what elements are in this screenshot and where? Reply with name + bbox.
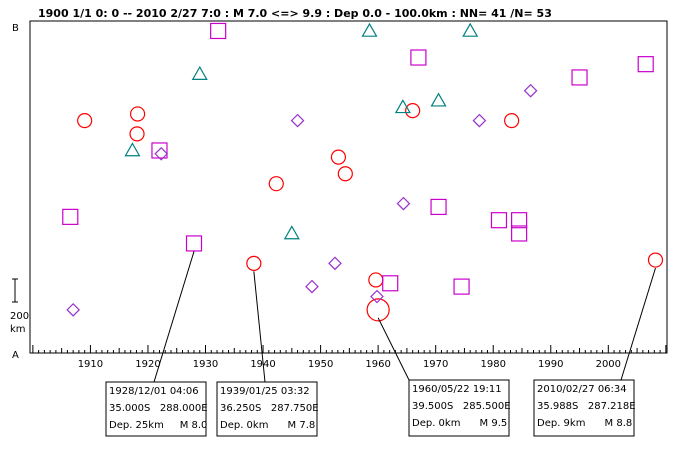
plot-frame bbox=[29, 20, 668, 354]
callout-line: Dep. 9km M 8.8 bbox=[537, 418, 632, 429]
point-square bbox=[571, 69, 588, 86]
y-end-label-bottom: A bbox=[12, 350, 19, 361]
x-tick-label: 1990 bbox=[538, 359, 563, 370]
point-square bbox=[430, 198, 447, 216]
point-triangle bbox=[191, 65, 208, 80]
callout-line: 36.250S 287.750E bbox=[220, 403, 319, 414]
point-triangle bbox=[124, 142, 141, 157]
callout-leader bbox=[253, 271, 266, 383]
callout-line: Dep. 0km M 7.8 bbox=[220, 420, 315, 431]
y-end-label-top: B bbox=[12, 23, 19, 34]
point-circle bbox=[77, 112, 93, 129]
callout-line: 2010/02/27 06:34 bbox=[537, 384, 627, 395]
x-tick-label: 1920 bbox=[135, 359, 160, 370]
point-triangle bbox=[394, 99, 411, 114]
point-square bbox=[62, 208, 79, 225]
x-tick-label: 1970 bbox=[423, 359, 448, 370]
callout-line: Dep. 25km M 8.0 bbox=[109, 420, 207, 431]
point-square bbox=[511, 212, 528, 229]
callout-box bbox=[408, 379, 510, 437]
scale-bar: 200 km bbox=[10, 278, 29, 335]
point-square bbox=[453, 278, 470, 295]
data-marks bbox=[62, 22, 664, 322]
callout-line: 39.500S 285.500E bbox=[412, 401, 511, 412]
callout-line: Dep. 0km M 9.5 bbox=[412, 418, 507, 429]
point-circle bbox=[368, 272, 384, 288]
point-square bbox=[410, 49, 427, 66]
x-tick-label: 1910 bbox=[78, 359, 103, 370]
point-square bbox=[185, 235, 203, 252]
scale-bar-value: 200 bbox=[10, 311, 29, 322]
x-tick-label: 1930 bbox=[193, 359, 218, 370]
point-diamond bbox=[290, 113, 305, 128]
callout-box bbox=[533, 379, 635, 437]
point-diamond bbox=[328, 256, 342, 271]
callout-line: 1928/12/01 04:06 bbox=[109, 386, 199, 397]
chart-title: 1900 1/1 0: 0 -- 2010 2/27 7:0 : M 7.0 <… bbox=[38, 7, 552, 20]
callout-leader bbox=[377, 317, 410, 381]
point-square bbox=[490, 212, 508, 229]
point-circle bbox=[268, 176, 284, 192]
point-square bbox=[637, 56, 654, 73]
callout-leader bbox=[620, 267, 656, 381]
point-circle bbox=[129, 126, 145, 142]
x-tick-label: 1950 bbox=[308, 359, 333, 370]
callouts: 1928/12/01 04:06 35.000S 288.000E Dep. 25k… bbox=[105, 251, 656, 437]
callout-box bbox=[216, 381, 318, 437]
point-circle bbox=[405, 103, 421, 119]
callout-line: 1939/01/25 03:32 bbox=[220, 386, 310, 397]
point-square bbox=[382, 275, 399, 292]
x-tick-label: 1980 bbox=[480, 359, 505, 370]
point-square bbox=[210, 22, 227, 40]
point-circle bbox=[130, 106, 146, 122]
point-square bbox=[511, 225, 528, 242]
point-diamond bbox=[66, 302, 81, 317]
point-circle bbox=[337, 166, 353, 182]
point-circle bbox=[647, 252, 664, 268]
point-diamond bbox=[154, 146, 169, 161]
callout-line: 35.000S 288.000E bbox=[109, 403, 208, 414]
callout-line: 35.988S 287.218E bbox=[537, 401, 636, 412]
scale-bar-unit: km bbox=[10, 324, 26, 335]
point-circle bbox=[330, 149, 347, 165]
point-triangle bbox=[430, 92, 447, 107]
point-diamond bbox=[523, 83, 538, 98]
point-diamond bbox=[472, 113, 487, 128]
point-diamond bbox=[370, 289, 384, 304]
point-triangle bbox=[283, 225, 300, 240]
callout-leader bbox=[153, 251, 195, 383]
x-tick-label: 2000 bbox=[596, 359, 621, 370]
x-axis: 1910192019301940195019601970198019902000 bbox=[32, 345, 667, 370]
point-diamond bbox=[305, 279, 319, 294]
x-tick-label: 1960 bbox=[365, 359, 390, 370]
callout-box bbox=[105, 381, 207, 437]
point-circle bbox=[246, 255, 262, 271]
point-diamond bbox=[396, 196, 411, 211]
point-circle bbox=[366, 298, 390, 322]
point-triangle bbox=[462, 22, 479, 37]
point-triangle bbox=[361, 22, 378, 37]
point-circle bbox=[504, 112, 520, 129]
callout-line: 1960/05/22 19:11 bbox=[412, 384, 502, 395]
